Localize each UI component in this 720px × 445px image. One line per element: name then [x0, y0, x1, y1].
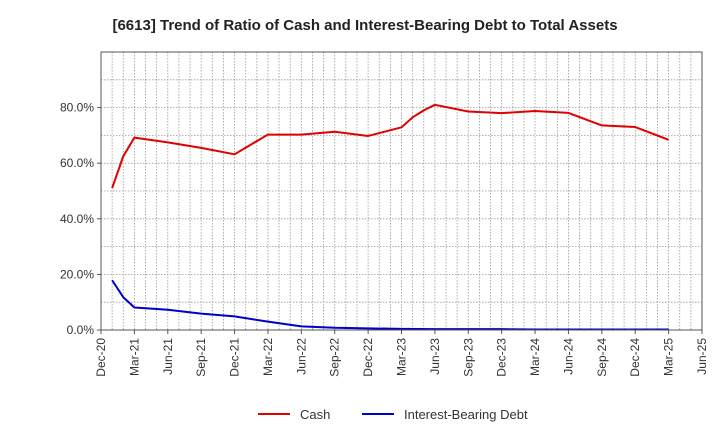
axis-layer: 0.0% 20.0% 40.0% 60.0% 80.0% Dec-20 Mar-21 Jun-…: [60, 51, 709, 377]
x-tick-label: Mar-22: [261, 338, 275, 376]
y-tick-label: 60.0%: [60, 156, 94, 170]
y-tick-label: 0.0%: [67, 323, 95, 337]
y-tick-label: 40.0%: [60, 212, 94, 226]
legend-label-interest-bearing-debt: Interest-Bearing Debt: [404, 407, 528, 422]
x-tick-label: Sep-21: [194, 338, 208, 377]
series-layer: [111, 103, 669, 331]
chart-title: [6613] Trend of Ratio of Cash and Intere…: [112, 17, 617, 34]
legend: Cash Interest-Bearing Debt: [258, 407, 528, 422]
series-line-cash: [111, 103, 669, 189]
x-tick-label: Dec-24: [628, 338, 642, 377]
x-tick-label: Jun-21: [161, 338, 175, 375]
x-tick-label: Sep-23: [461, 338, 475, 377]
x-tick-label: Jun-23: [428, 338, 442, 375]
x-tick-label: Sep-24: [595, 338, 609, 377]
x-tick-label: Dec-20: [94, 338, 108, 377]
grid-layer: [101, 52, 702, 330]
x-tick-label: Sep-22: [328, 338, 342, 377]
x-tick-label: Dec-21: [228, 338, 242, 377]
x-tick-label: Dec-22: [361, 338, 375, 377]
x-tick-label: Jun-24: [561, 338, 575, 375]
x-tick-label: Mar-24: [528, 338, 542, 376]
y-tick-label: 20.0%: [60, 267, 94, 281]
x-tick-label: Mar-21: [127, 338, 141, 376]
x-tick-label: Dec-23: [495, 338, 509, 377]
y-tick-label: 80.0%: [60, 101, 94, 115]
x-tick-label: Mar-25: [662, 338, 676, 376]
x-tick-label: Mar-23: [395, 338, 409, 376]
series-line-interest-bearing-debt: [111, 279, 669, 331]
legend-label-cash: Cash: [300, 407, 330, 422]
x-tick-label: Jun-22: [294, 338, 308, 375]
x-tick-label: Jun-25: [695, 338, 709, 375]
